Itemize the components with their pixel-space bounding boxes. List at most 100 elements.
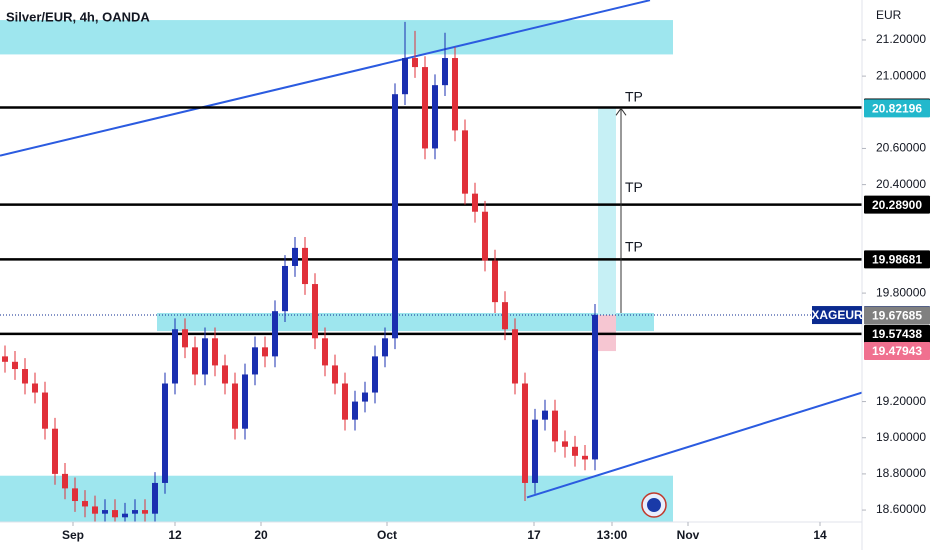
arrow-head: [615, 107, 627, 116]
candle-body: [462, 130, 468, 194]
candle-body: [592, 314, 598, 460]
price-tag: [864, 99, 930, 118]
candle-body: [202, 338, 208, 375]
candle-body: [32, 383, 38, 393]
candle-body: [52, 428, 58, 474]
x-tick-label: 13:00: [597, 528, 628, 542]
candle-body: [472, 193, 478, 212]
candle-body: [242, 374, 248, 429]
price-tag-label: 20.28900: [872, 198, 922, 212]
x-tick-label: Oct: [377, 528, 397, 542]
candle-body: [512, 329, 518, 384]
candle-body: [282, 265, 288, 312]
candle-body: [422, 67, 428, 149]
y-tick-label: 18.60000: [876, 502, 926, 516]
candle-body: [522, 383, 528, 483]
y-tick-label: 19.00000: [876, 430, 926, 444]
y-tick-label: 19.80000: [876, 285, 926, 299]
candle-body: [332, 365, 338, 384]
price-tag-label: 19.98681: [872, 252, 922, 266]
x-tick-label: Sep: [62, 528, 84, 542]
x-tick-label: 14: [813, 528, 827, 542]
annotation: TP: [625, 89, 643, 105]
candle-body: [112, 510, 118, 518]
y-tick-label: 18.80000: [876, 466, 926, 480]
y-tick-label: 21.20000: [876, 32, 926, 46]
candle-body: [442, 58, 448, 86]
price-tag: [864, 342, 930, 361]
annotation: TP: [625, 179, 643, 195]
candle-body: [292, 247, 298, 266]
candle-body: [252, 347, 258, 375]
candle-body: [152, 482, 158, 514]
symbol-label: XAGEUR: [811, 308, 863, 322]
x-tick-label: 17: [527, 528, 541, 542]
x-tick-label: Nov: [677, 528, 700, 542]
candle-body: [262, 347, 268, 357]
candle-body: [562, 441, 568, 447]
candle-body: [452, 58, 458, 131]
candle-body: [572, 446, 578, 456]
annotation: TP: [625, 239, 643, 255]
x-tick-label: 12: [168, 528, 182, 542]
zone: [157, 312, 654, 332]
candle-body: [372, 356, 378, 393]
candle-body: [482, 211, 488, 261]
candle-body: [432, 85, 438, 149]
candle-body: [92, 506, 98, 514]
candle-body: [172, 329, 178, 384]
candle-body: [22, 369, 28, 384]
candle-body: [352, 401, 358, 420]
y-tick-label: 21.00000: [876, 68, 926, 82]
price-tag: [864, 306, 930, 325]
price-tag: [864, 195, 930, 214]
candle-body: [412, 58, 418, 68]
candle-body: [312, 284, 318, 339]
target-box: [598, 108, 616, 316]
candle-body: [162, 383, 168, 483]
price-tag-label: 19.57438: [872, 327, 922, 341]
candle-body: [392, 94, 398, 339]
candle-body: [82, 501, 88, 507]
candle-body: [102, 510, 108, 514]
candle-body: [492, 260, 498, 303]
candle-body: [142, 510, 148, 514]
price-tag: [864, 324, 930, 343]
candle-body: [362, 392, 368, 402]
price-tag-label: 19.67685: [872, 309, 922, 323]
zone: [0, 20, 673, 55]
trend-line: [526, 391, 862, 499]
candle-body: [342, 383, 348, 420]
candle-body: [502, 302, 508, 330]
candle-body: [232, 383, 238, 429]
candle-body: [532, 419, 538, 483]
candle-body: [552, 410, 558, 442]
candle-body: [302, 247, 308, 285]
price-tag-label: 19.47943: [872, 344, 922, 358]
y-tick-label: 19.20000: [876, 394, 926, 408]
candle-body: [72, 488, 78, 502]
x-tick-label: 20: [254, 528, 268, 542]
candle-body: [122, 513, 128, 518]
candle-body: [382, 338, 388, 357]
candle-body: [322, 338, 328, 366]
candle-body: [132, 510, 138, 514]
logo: [641, 492, 667, 518]
symbol-tag: [812, 306, 862, 325]
chart-title: Silver/EUR, 4h, OANDA: [6, 9, 150, 24]
currency-label: EUR: [876, 8, 902, 22]
y-tick-label: 20.60000: [876, 141, 926, 155]
candle-body: [272, 311, 278, 357]
candle-body: [12, 361, 18, 370]
price-tag-label: 20.82196: [872, 101, 922, 115]
candle-body: [542, 410, 548, 420]
y-tick-label: 20.40000: [876, 177, 926, 191]
candle-body: [182, 329, 188, 348]
price-tag: [864, 250, 930, 269]
candle-body: [192, 347, 198, 375]
candle-body: [2, 356, 8, 362]
candle-body: [222, 365, 228, 384]
plot-area: TP TP TP: [0, 0, 862, 522]
